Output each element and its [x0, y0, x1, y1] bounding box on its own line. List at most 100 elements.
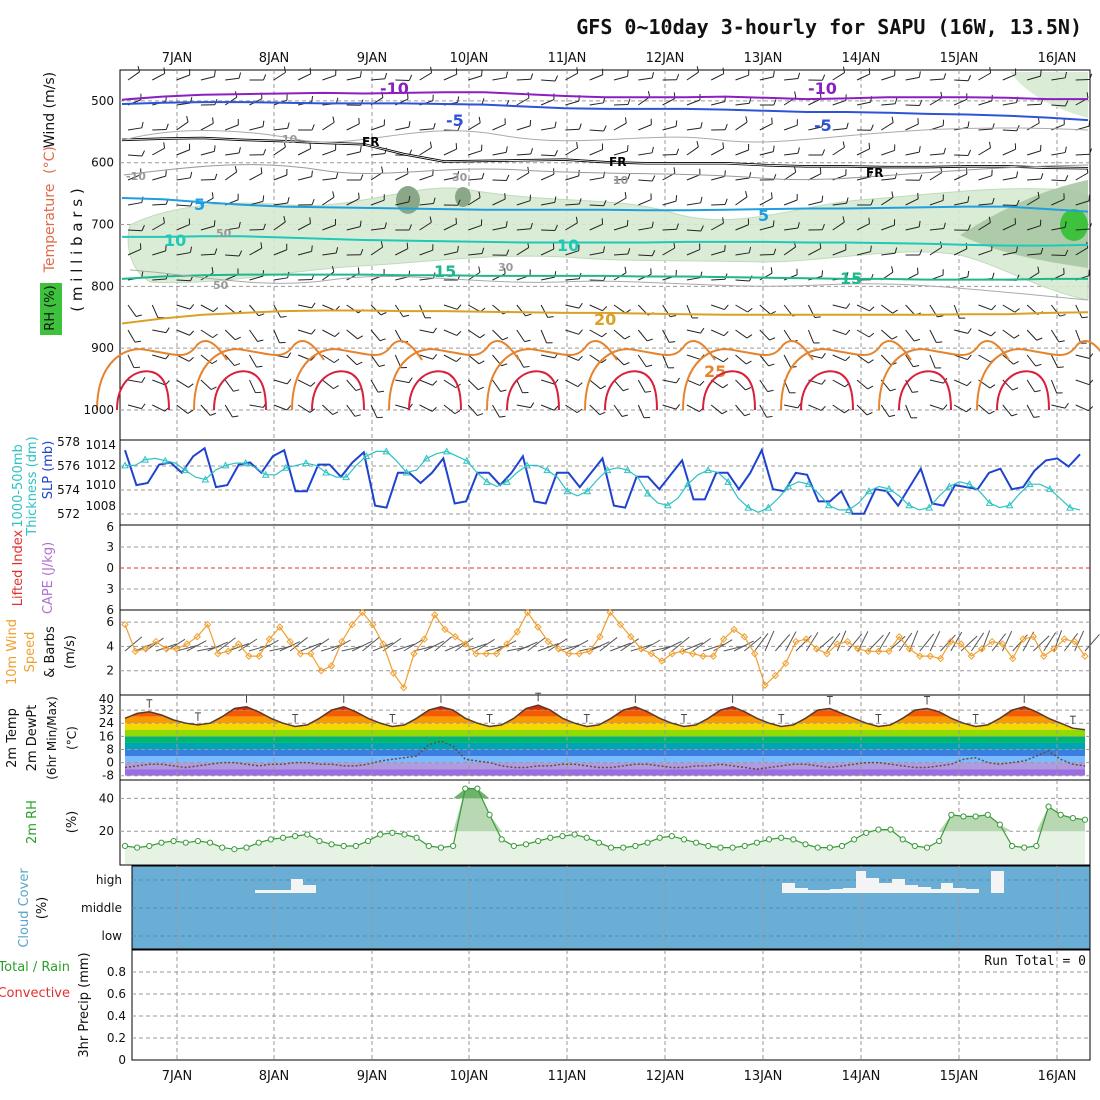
wind-barb — [929, 172, 943, 181]
wind-barb-flag — [211, 360, 218, 365]
wind-barb — [310, 638, 330, 652]
wind-barb-flag — [797, 222, 800, 229]
wind-barb-flag — [501, 363, 508, 367]
wind-marker — [750, 650, 759, 658]
wind-barb-flag — [624, 335, 631, 340]
cloud-bar — [843, 888, 856, 893]
wind-barb-flag — [310, 355, 316, 361]
temp-contour-25 — [96, 340, 228, 411]
rh-axis-ticks: 40 20 — [99, 791, 114, 838]
series-slp — [124, 446, 1081, 515]
wind-barb-flag — [577, 355, 583, 361]
wind-barb — [735, 121, 748, 131]
rh-marker — [279, 834, 287, 841]
thickness-marker — [483, 477, 491, 485]
thickness-marker — [844, 505, 853, 513]
wind-barb-flag — [260, 167, 263, 174]
wind-barb — [783, 199, 798, 206]
wind-barb — [723, 645, 746, 652]
wind-marker — [214, 650, 222, 658]
wind-barb — [832, 128, 847, 131]
wind-barb — [686, 174, 701, 181]
wind-barb-flag — [141, 403, 146, 409]
wind-marker — [947, 637, 955, 646]
wind-barb — [953, 173, 968, 181]
rh-marker — [474, 785, 481, 792]
wind-barb-flag — [1040, 70, 1042, 77]
precip-label-a: Total / Rain — [0, 960, 70, 975]
wind-barb-flag — [988, 141, 991, 148]
wind-marker — [833, 640, 841, 648]
wind-marker — [916, 652, 924, 660]
wind-marker — [358, 608, 367, 617]
wind-marker — [823, 650, 831, 658]
wind-barb-flag — [310, 381, 316, 387]
wind-barb — [1002, 176, 1017, 181]
temp-label-d: (°C) — [65, 726, 79, 750]
rh-marker — [316, 837, 323, 845]
wind-barb — [880, 329, 893, 340]
temp-band — [125, 736, 1085, 743]
thickness-marker — [161, 456, 170, 464]
wind-barb-flag — [457, 245, 459, 252]
wind-barb — [492, 379, 501, 392]
wind-marker — [874, 647, 883, 655]
wind-barb — [735, 329, 748, 339]
wind-barb-flag — [263, 223, 266, 230]
rh-marker — [413, 834, 420, 841]
wind-barb-flag — [673, 167, 676, 174]
wind-barb — [395, 201, 410, 206]
wind-barb-flag — [722, 142, 725, 149]
wind-barb — [589, 223, 603, 231]
wind-barb — [795, 635, 812, 652]
tick-label: middle — [81, 901, 122, 915]
wind-barb — [395, 173, 409, 181]
wind-marker — [193, 633, 201, 641]
wind-barb-flag — [232, 415, 239, 418]
cloud-bar — [255, 890, 291, 893]
temp-contour-5 — [121, 197, 1089, 213]
wind-barb — [589, 641, 610, 652]
wind-barb — [929, 199, 944, 206]
wind-barb — [881, 103, 896, 106]
rh-marker — [158, 839, 165, 846]
wind-barb — [1026, 329, 1038, 341]
rh-contour — [123, 127, 1089, 143]
wind-barb-flag — [819, 167, 822, 174]
wind-barb — [613, 122, 627, 131]
wind-barb — [613, 178, 629, 181]
cloud-bar — [892, 879, 905, 893]
wind-barb-flag — [554, 75, 559, 82]
wind-barb — [475, 638, 495, 652]
wind-barb — [832, 329, 847, 336]
wind-barb — [662, 200, 677, 206]
wind-barb-flag — [600, 385, 607, 390]
wind-barb — [978, 128, 993, 131]
wind-barb-flag — [599, 411, 606, 416]
rh-area — [125, 788, 1085, 864]
wind-barb — [978, 304, 992, 311]
tick-label: 40 — [99, 692, 114, 706]
thickness-marker — [402, 468, 411, 476]
wind-barb — [468, 150, 482, 156]
wind-barb — [599, 637, 618, 652]
thickness-marker — [724, 477, 733, 485]
wind-marker — [709, 652, 718, 660]
wind-barb-flag — [502, 337, 509, 341]
wind-barb — [686, 249, 700, 256]
wind-barb-flag — [163, 142, 166, 149]
wind-barb — [881, 178, 896, 181]
rh-marker — [875, 826, 882, 833]
wind-barb — [419, 221, 432, 231]
rh-marker — [838, 842, 846, 850]
wind-barb — [382, 637, 402, 652]
wind-barb-flag — [141, 271, 144, 278]
wind-barb-flag — [262, 195, 265, 202]
wind-barb — [1002, 223, 1016, 231]
temp-label-b: 2m DewPt — [25, 705, 40, 772]
wind-barb-flag — [286, 405, 292, 411]
wind-barb-flag — [870, 199, 874, 206]
wind-barb-flag — [846, 122, 849, 129]
temp-contour-30 — [702, 370, 756, 411]
wind-barb-flag — [868, 359, 874, 364]
